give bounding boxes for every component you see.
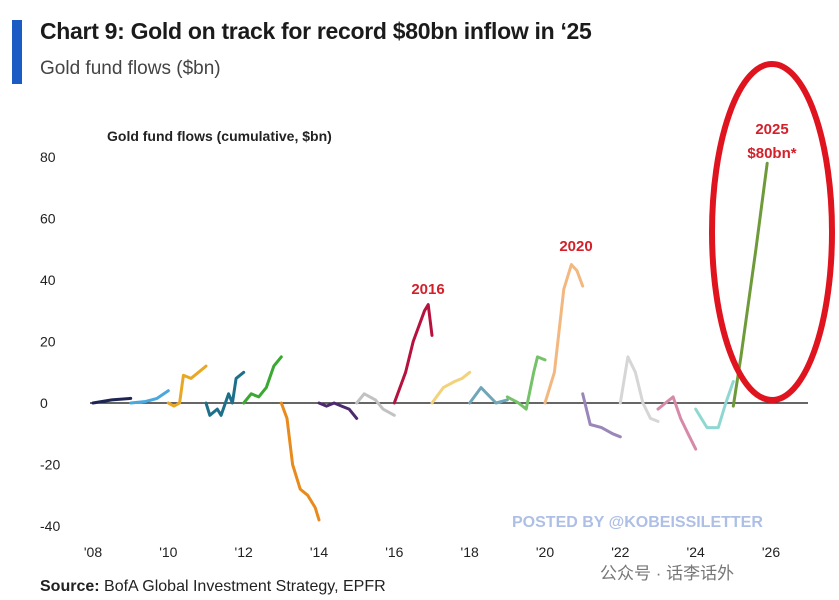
highlight-ellipse bbox=[709, 61, 835, 403]
series-line-2008 bbox=[91, 396, 133, 405]
title-accent-bar bbox=[12, 20, 22, 84]
x-tick-label: '12 bbox=[235, 544, 253, 560]
series-line-2020 bbox=[543, 263, 585, 405]
x-tick-label: '24 bbox=[687, 544, 705, 560]
source-text: BofA Global Investment Strategy, EPFR bbox=[104, 578, 386, 595]
chart-subtitle: Gold fund flows ($bn) bbox=[40, 58, 221, 79]
plot-inner-title: Gold fund flows (cumulative, $bn) bbox=[107, 128, 332, 144]
series-line-2010 bbox=[166, 364, 208, 408]
series-line-2025 bbox=[731, 161, 769, 408]
series-line-2023 bbox=[656, 395, 698, 451]
x-tick-label: '18 bbox=[461, 544, 479, 560]
y-tick-label: -20 bbox=[40, 457, 60, 473]
y-tick-label: 80 bbox=[40, 149, 56, 165]
series-line-2024 bbox=[694, 380, 735, 430]
chart-title: Chart 9: Gold on track for record $80bn … bbox=[40, 18, 592, 44]
y-tick-label: 40 bbox=[40, 272, 56, 288]
series-line-2018 bbox=[468, 386, 509, 405]
source-note: Source: BofA Global Investment Strategy,… bbox=[40, 578, 386, 596]
series-line-2013 bbox=[279, 401, 321, 522]
series-line-2019 bbox=[505, 355, 547, 411]
x-tick-label: '14 bbox=[310, 544, 328, 560]
series-line-2009 bbox=[129, 389, 170, 405]
series-line-2016 bbox=[392, 303, 434, 405]
x-tick-label: '08 bbox=[84, 544, 102, 560]
x-tick-label: '22 bbox=[611, 544, 629, 560]
y-tick-label: 0 bbox=[40, 395, 48, 411]
watermark-posted-by: POSTED BY @KOBEISSILETTER bbox=[512, 514, 763, 531]
annotation-80bn: $80bn* bbox=[747, 145, 796, 162]
y-tick-label: 60 bbox=[40, 211, 56, 227]
watermark-wechat: 公众号 · 话李话外 bbox=[600, 564, 735, 583]
series-line-2012 bbox=[242, 355, 283, 405]
x-tick-label: '26 bbox=[762, 544, 780, 560]
series-line-2011 bbox=[204, 370, 246, 417]
x-tick-label: '10 bbox=[159, 544, 177, 560]
annotation-2020: 2020 bbox=[559, 238, 592, 255]
source-label: Source: bbox=[40, 578, 100, 595]
series-line-2021 bbox=[581, 392, 622, 439]
series-line-2017 bbox=[430, 370, 472, 405]
series-line-2015 bbox=[355, 392, 396, 417]
series-line-2014 bbox=[317, 401, 359, 420]
annotation-2016: 2016 bbox=[411, 281, 444, 298]
y-tick-label: -40 bbox=[40, 518, 60, 534]
annotation-2025: 2025 bbox=[755, 121, 788, 138]
series-line-2022 bbox=[618, 355, 660, 423]
x-tick-label: '16 bbox=[385, 544, 403, 560]
x-tick-label: '20 bbox=[536, 544, 554, 560]
y-tick-label: 20 bbox=[40, 334, 56, 350]
